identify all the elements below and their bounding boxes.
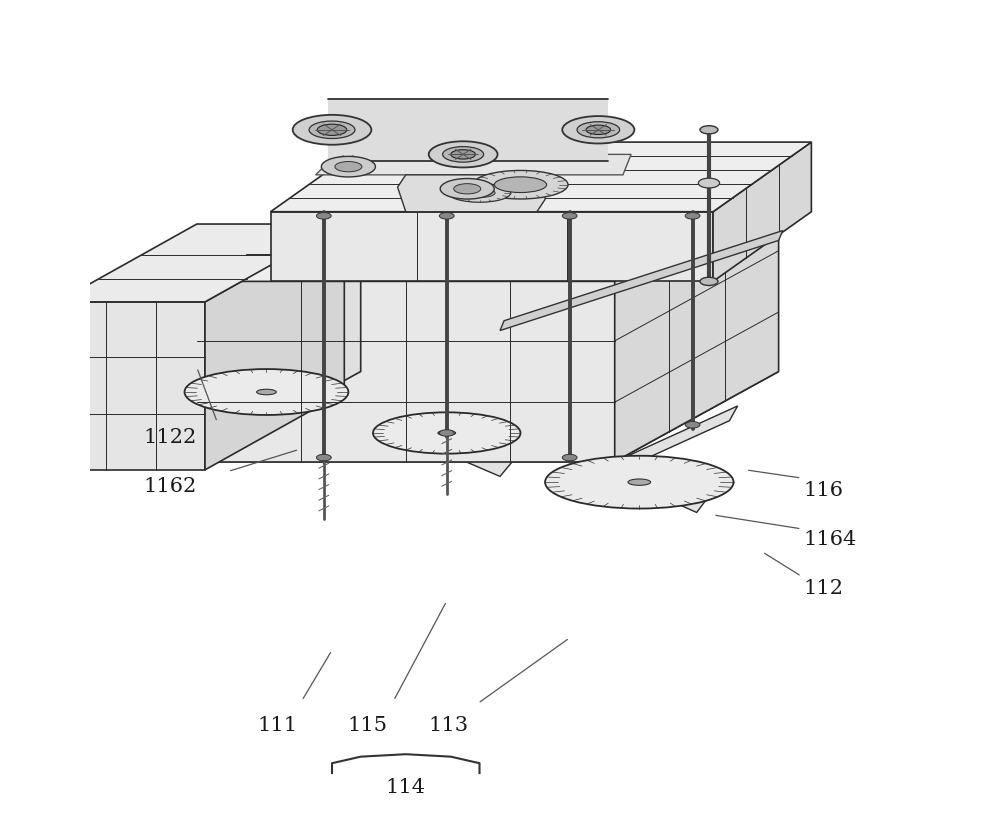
Ellipse shape <box>443 147 484 163</box>
Polygon shape <box>205 224 344 470</box>
Text: 1164: 1164 <box>803 530 856 549</box>
Ellipse shape <box>700 277 718 285</box>
Polygon shape <box>574 441 709 512</box>
Ellipse shape <box>257 389 276 395</box>
Ellipse shape <box>317 125 347 135</box>
Ellipse shape <box>545 455 734 508</box>
Polygon shape <box>212 304 238 380</box>
Polygon shape <box>389 414 512 476</box>
Text: 116: 116 <box>803 481 843 500</box>
Polygon shape <box>209 373 340 436</box>
Ellipse shape <box>309 121 355 139</box>
Polygon shape <box>58 302 205 470</box>
Ellipse shape <box>562 116 634 144</box>
Ellipse shape <box>293 115 371 144</box>
Polygon shape <box>328 99 608 161</box>
Polygon shape <box>500 230 783 331</box>
Ellipse shape <box>185 369 348 415</box>
Ellipse shape <box>373 412 520 454</box>
Ellipse shape <box>685 422 700 428</box>
Ellipse shape <box>439 213 454 219</box>
Ellipse shape <box>451 149 475 159</box>
Ellipse shape <box>335 162 362 172</box>
Text: 1122: 1122 <box>144 427 197 446</box>
Ellipse shape <box>454 184 481 194</box>
Ellipse shape <box>321 157 375 177</box>
Ellipse shape <box>316 213 331 219</box>
Polygon shape <box>389 373 414 437</box>
Ellipse shape <box>586 125 611 134</box>
Ellipse shape <box>628 479 651 485</box>
Polygon shape <box>58 224 344 302</box>
Ellipse shape <box>440 178 494 199</box>
Text: 1162: 1162 <box>144 477 197 496</box>
Ellipse shape <box>448 183 511 202</box>
Polygon shape <box>197 191 779 281</box>
Polygon shape <box>316 154 631 175</box>
Ellipse shape <box>439 430 454 436</box>
Polygon shape <box>271 212 713 281</box>
Polygon shape <box>197 191 361 462</box>
Text: 114: 114 <box>386 778 426 797</box>
Ellipse shape <box>562 455 577 461</box>
Ellipse shape <box>316 455 331 461</box>
Polygon shape <box>713 142 811 281</box>
Ellipse shape <box>577 122 620 138</box>
Ellipse shape <box>698 178 720 188</box>
Ellipse shape <box>685 213 700 219</box>
Polygon shape <box>197 371 779 462</box>
Polygon shape <box>197 281 615 462</box>
Ellipse shape <box>562 213 577 219</box>
Polygon shape <box>271 142 811 212</box>
Text: 113: 113 <box>428 716 468 735</box>
Polygon shape <box>615 191 779 462</box>
Ellipse shape <box>429 141 498 167</box>
Polygon shape <box>594 406 738 482</box>
Text: 112: 112 <box>803 579 843 598</box>
Ellipse shape <box>473 171 568 199</box>
Ellipse shape <box>464 188 495 197</box>
Text: 111: 111 <box>257 716 297 735</box>
Ellipse shape <box>494 177 547 192</box>
Text: 115: 115 <box>347 716 387 735</box>
Ellipse shape <box>438 431 456 436</box>
Ellipse shape <box>700 125 718 134</box>
Polygon shape <box>398 175 545 212</box>
